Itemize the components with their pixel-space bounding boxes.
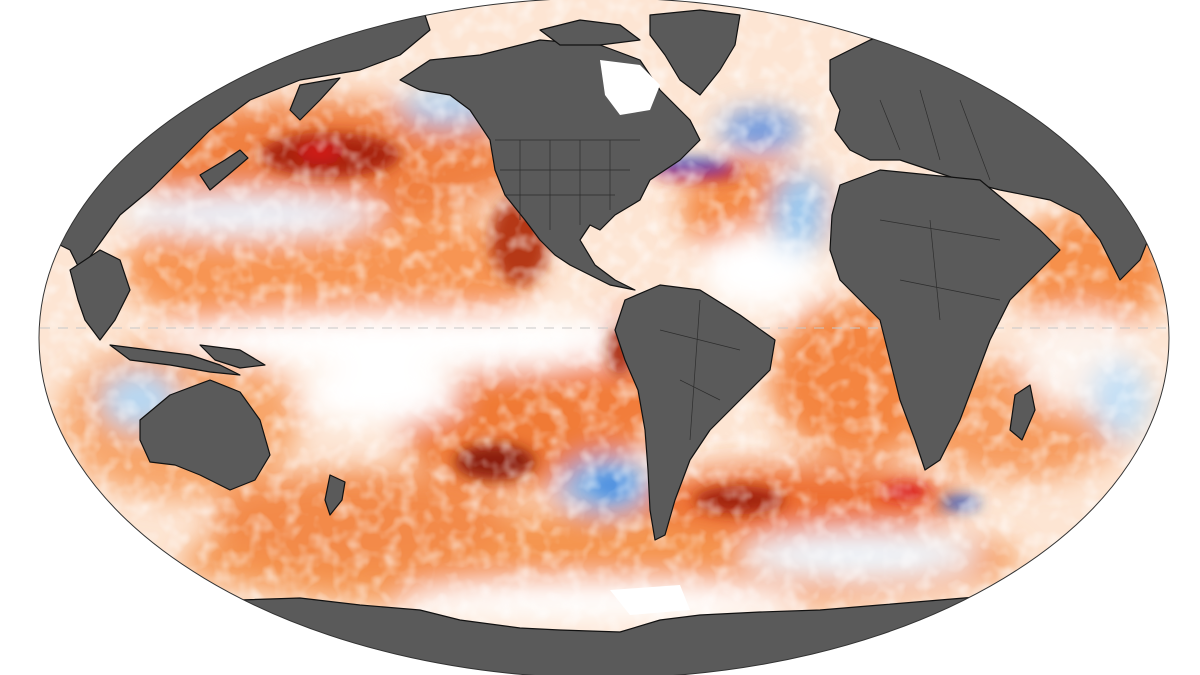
landmass-australia (139, 379, 271, 491)
landmass-new-guinea (199, 344, 266, 369)
landmass-new-zealand (324, 474, 346, 516)
landmass-indonesia (109, 344, 241, 376)
landmass-greenland (649, 9, 741, 96)
landmass-kamchatka (289, 77, 341, 121)
sea-ice (600, 60, 690, 615)
country-borders (495, 89, 1001, 441)
landmass-se-asia (69, 249, 131, 341)
landmass-japan (199, 149, 249, 191)
landmass-africa (829, 169, 1061, 471)
globe-outline (38, 0, 1170, 675)
landmass-arctic-islands (539, 19, 641, 46)
landmass-madagascar (1009, 384, 1036, 441)
